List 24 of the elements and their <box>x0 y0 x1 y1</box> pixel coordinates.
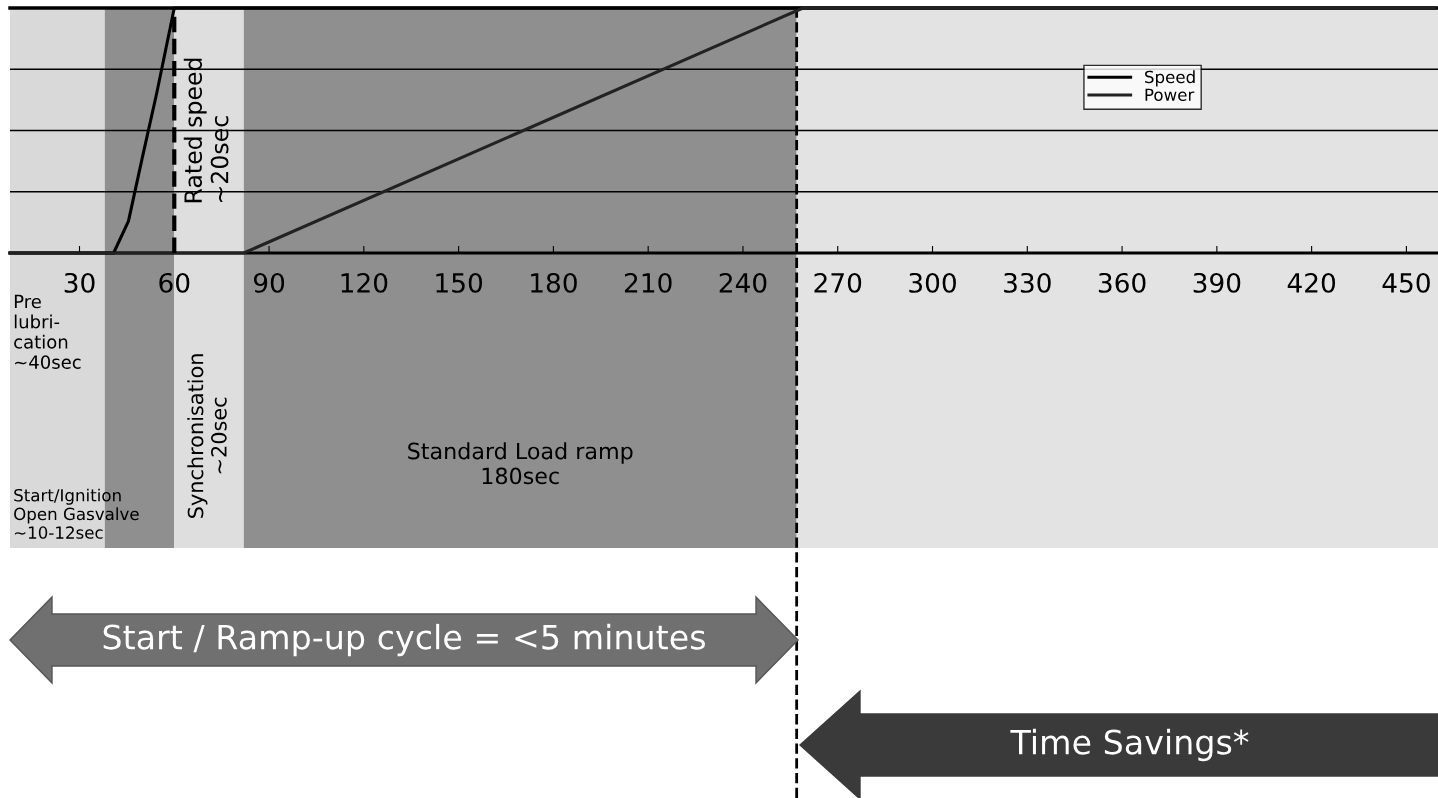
x-tick-label: 420 <box>1287 272 1336 293</box>
text: Time Savings* <box>1010 728 1249 762</box>
x-tick-label: 150 <box>436 272 483 293</box>
band-label: Start/Ignition Open Gasvalve ~10-12sec <box>14 488 139 539</box>
band-label: Pre lubri- cation ~40sec <box>14 294 81 369</box>
band-label: Synchronisation ~20sec <box>187 354 227 518</box>
x-tick-label: 330 <box>1004 272 1051 293</box>
x-tick-label: 270 <box>814 272 862 293</box>
x-tick-label: 30 <box>64 272 95 293</box>
legend-label: Power <box>1145 88 1195 102</box>
ref-line-label: Rated speed ~20sec <box>183 58 229 203</box>
x-tick-label: 90 <box>253 272 285 293</box>
x-tick-label: 210 <box>624 272 672 293</box>
band-label: Standard Load ramp 180sec <box>408 442 633 485</box>
x-tick-label: 180 <box>531 272 577 293</box>
text: Start / Ramp-up cycle = <5 minutes <box>103 623 705 657</box>
legend-label: Speed <box>1145 70 1195 87</box>
x-tick-label: 120 <box>341 272 388 293</box>
x-tick-label: 390 <box>1193 272 1241 293</box>
x-tick-label: 60 <box>159 272 190 293</box>
x-tick-label: 360 <box>1098 272 1146 293</box>
x-tick-label: 240 <box>719 272 767 293</box>
x-tick-label: 300 <box>909 272 956 293</box>
x-tick-label: 450 <box>1382 272 1430 293</box>
